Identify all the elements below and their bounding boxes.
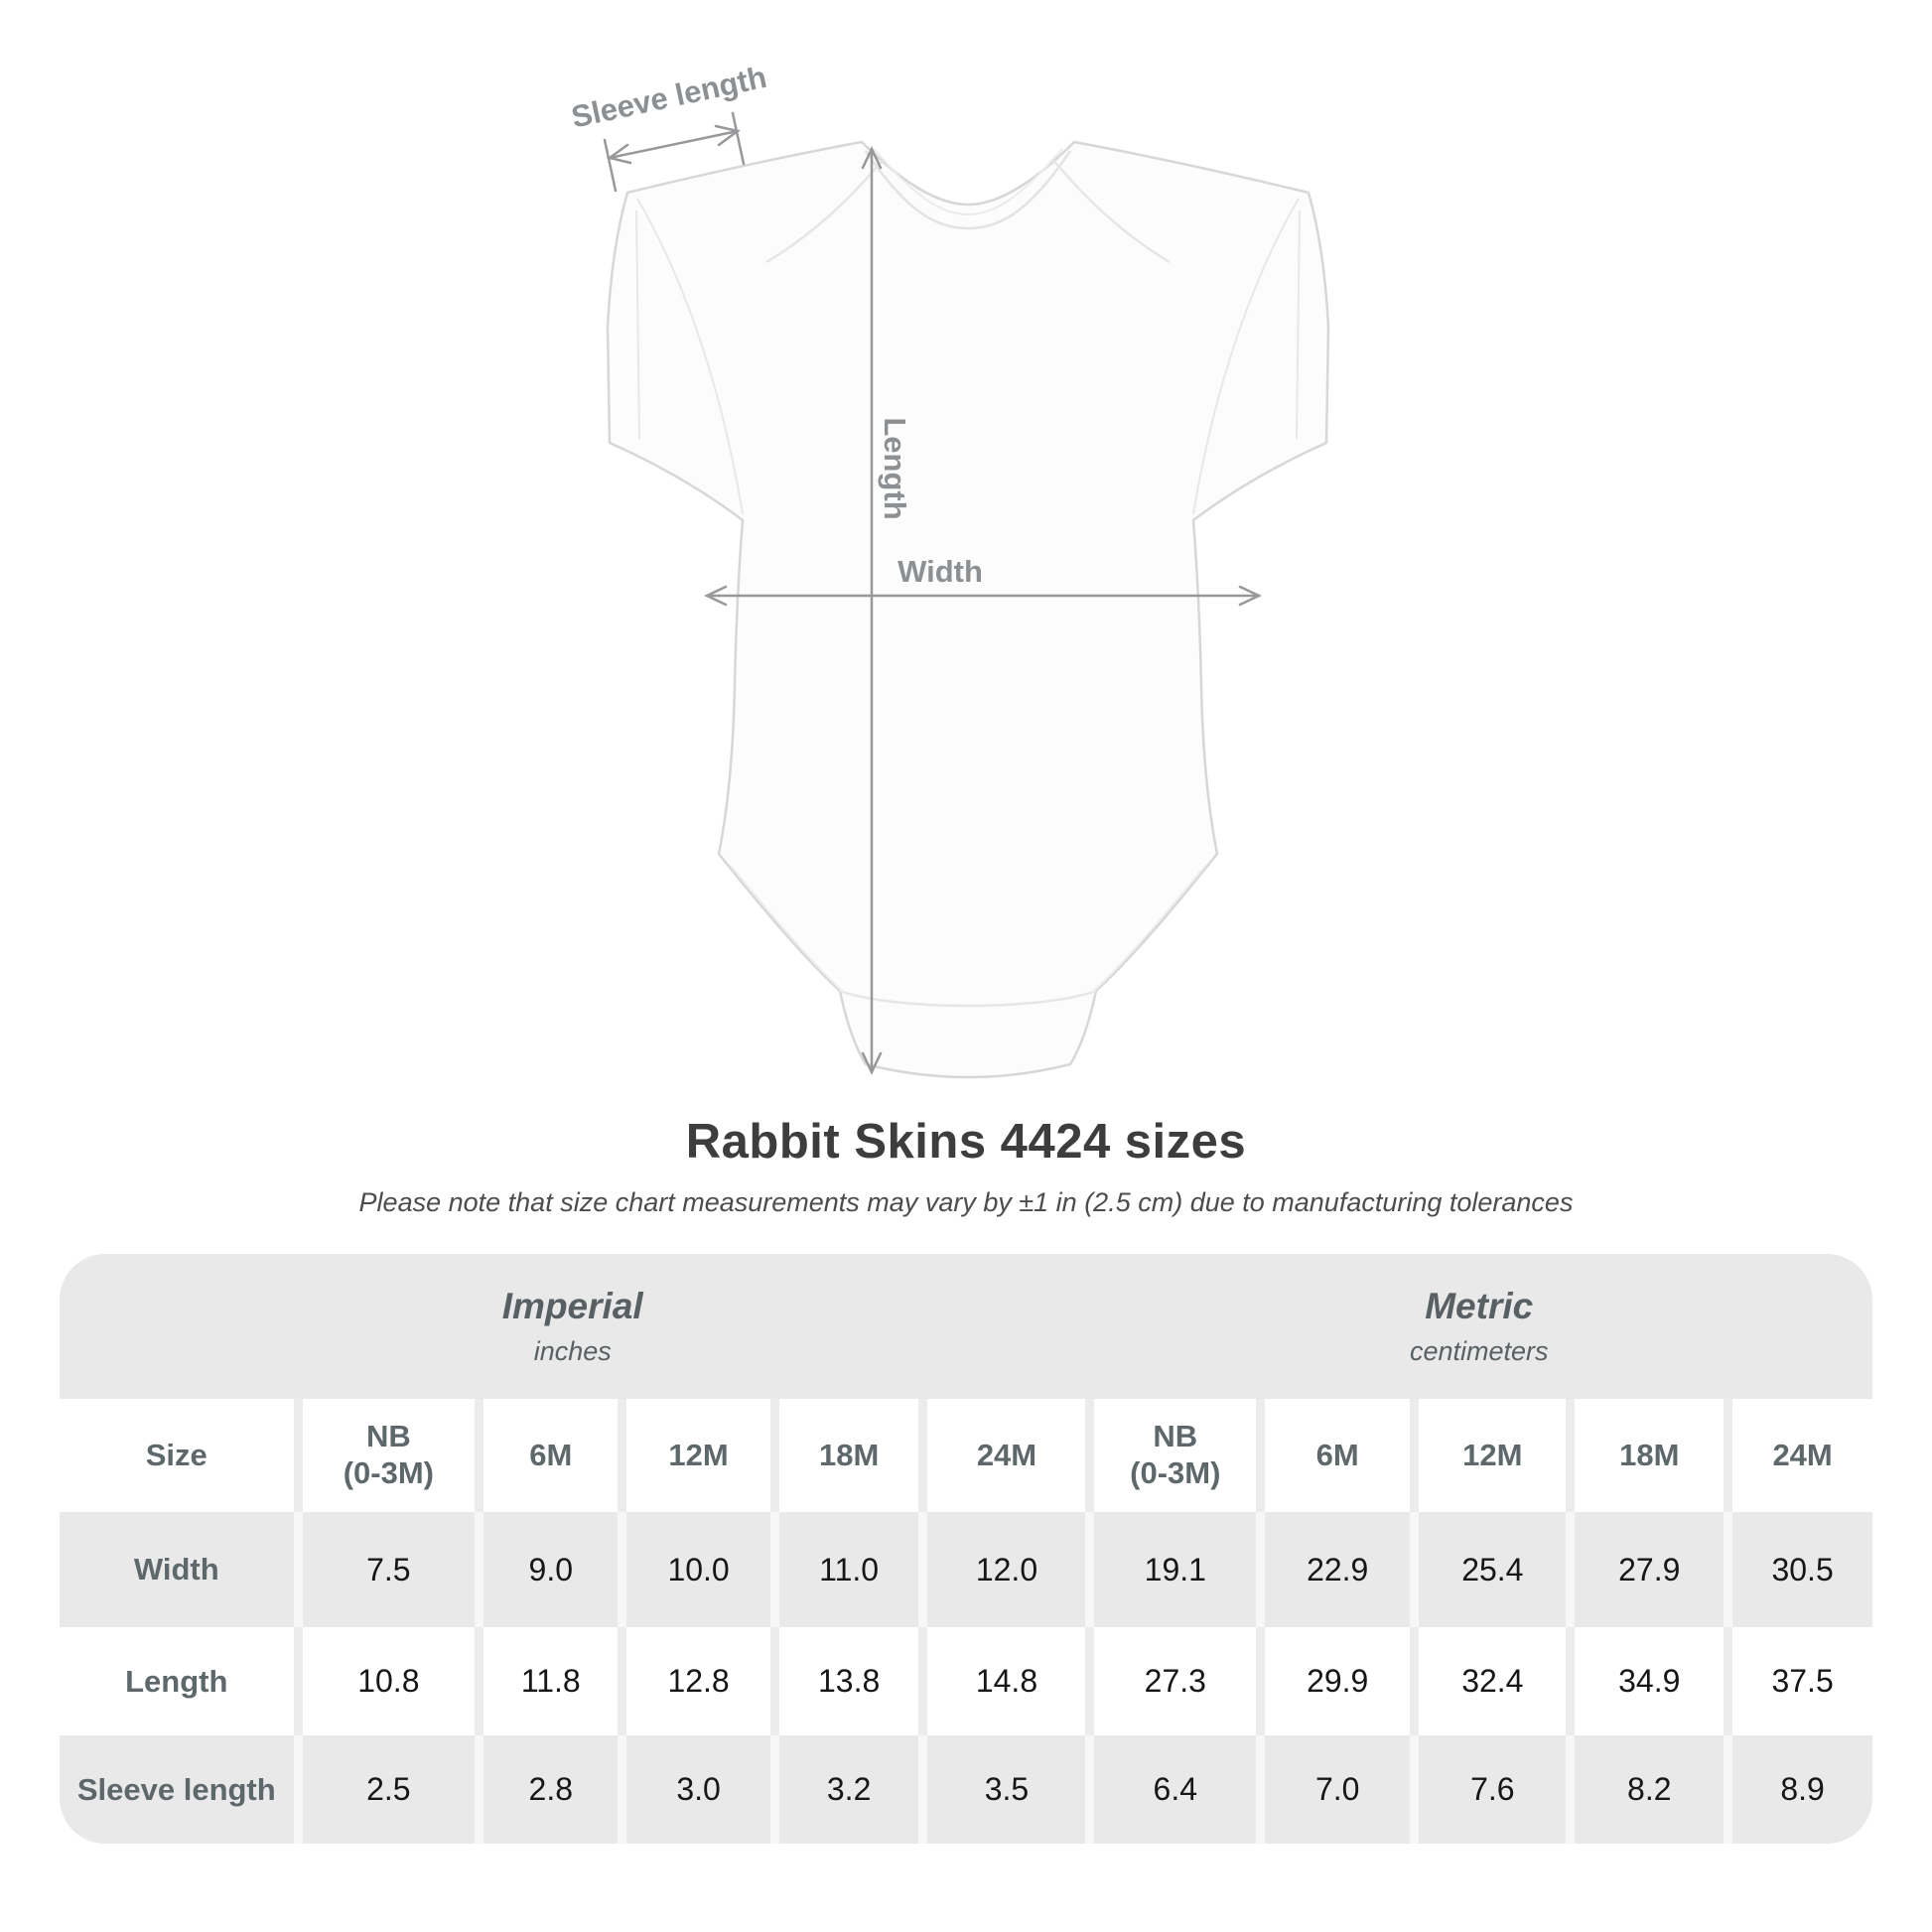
column-header-12m-imperial: 12M: [618, 1399, 770, 1512]
width-24m-metric: 30.5: [1724, 1512, 1872, 1627]
column-header-6m-metric: 6M: [1256, 1399, 1411, 1512]
sleeve-12m-metric: 7.6: [1410, 1735, 1567, 1844]
width-12m-metric: 25.4: [1410, 1512, 1567, 1627]
table-row-sleeve-length: Sleeve length 2.5 2.8 3.0 3.2 3.5 6.4 7.…: [60, 1735, 1872, 1844]
width-arrow: [704, 585, 1262, 607]
sleeve-18m-metric: 8.2: [1566, 1735, 1725, 1844]
imperial-label: Imperial: [501, 1286, 643, 1326]
sleeve-24m-imperial: 3.5: [918, 1735, 1086, 1844]
row-label-sleeve-length: Sleeve length: [60, 1735, 294, 1844]
column-header-18m-imperial: 18M: [769, 1399, 919, 1512]
onesie-sleeve-hem-left: [635, 209, 640, 440]
width-6m-imperial: 9.0: [475, 1512, 619, 1627]
imperial-unit: inches: [533, 1336, 612, 1366]
length-nb-metric: 27.3: [1085, 1627, 1257, 1735]
unit-group-imperial: Imperial inches: [60, 1254, 1086, 1399]
onesie-measurement-diagram: Sleeve length Length Width: [568, 60, 1330, 1079]
size-table-container: Imperial inches Metric centimeters Size …: [60, 1254, 1872, 1844]
onesie-lap-shoulder-left: [765, 158, 885, 264]
length-6m-metric: 29.9: [1256, 1627, 1411, 1735]
table-row-width: Width 7.5 9.0 10.0 11.0 12.0 19.1 22.9 2…: [60, 1512, 1872, 1627]
onesie-outline: [606, 140, 1330, 1079]
column-header-18m-metric: 18M: [1566, 1399, 1725, 1512]
sleeve-length-label: Sleeve length: [568, 60, 769, 135]
size-chart-heading: Rabbit Skins 4424 sizes Please note that…: [0, 1114, 1932, 1218]
onesie-garment: [606, 140, 1330, 1079]
sleeve-12m-imperial: 3.0: [618, 1735, 770, 1844]
onesie-armhole-right: [1192, 198, 1300, 515]
width-label: Width: [897, 554, 983, 589]
column-header-size: Size: [60, 1399, 294, 1512]
width-12m-imperial: 10.0: [618, 1512, 770, 1627]
tolerance-note: Please note that size chart measurements…: [358, 1187, 1574, 1217]
size-table: Imperial inches Metric centimeters Size …: [60, 1254, 1872, 1844]
width-18m-metric: 27.9: [1566, 1512, 1725, 1627]
column-header-24m-imperial: 24M: [918, 1399, 1086, 1512]
column-header-nb-metric: NB (0-3M): [1085, 1399, 1257, 1512]
column-header-row: Size NB (0-3M) 6M 12M 18M 24M NB (0-3M) …: [60, 1399, 1872, 1512]
onesie-leg-binding-right: [1091, 865, 1206, 994]
width-6m-metric: 22.9: [1256, 1512, 1411, 1627]
onesie-sleeve-hem-right: [1296, 209, 1301, 440]
length-12m-metric: 32.4: [1410, 1627, 1567, 1735]
unit-group-metric: Metric centimeters: [1085, 1254, 1872, 1399]
length-24m-metric: 37.5: [1724, 1627, 1872, 1735]
row-label-length: Length: [60, 1627, 294, 1735]
length-12m-imperial: 12.8: [618, 1627, 770, 1735]
width-nb-metric: 19.1: [1085, 1512, 1257, 1627]
unit-group-row: Imperial inches Metric centimeters: [60, 1254, 1872, 1399]
sleeve-18m-imperial: 3.2: [769, 1735, 919, 1844]
sleeve-nb-metric: 6.4: [1085, 1735, 1257, 1844]
column-header-nb-imperial: NB (0-3M): [293, 1399, 476, 1512]
length-24m-imperial: 14.8: [918, 1627, 1086, 1735]
metric-unit: centimeters: [1409, 1336, 1549, 1366]
onesie-neckband-rib: [873, 148, 1063, 216]
width-18m-imperial: 11.0: [769, 1512, 919, 1627]
metric-label: Metric: [1425, 1286, 1534, 1326]
sleeve-6m-metric: 7.0: [1256, 1735, 1411, 1844]
measurement-annotations: [603, 111, 1262, 1075]
column-header-12m-metric: 12M: [1410, 1399, 1567, 1512]
sleeve-24m-metric: 8.9: [1724, 1735, 1872, 1844]
onesie-armhole-left: [636, 198, 744, 515]
onesie-lap-shoulder-right: [1051, 158, 1171, 264]
length-nb-imperial: 10.8: [293, 1627, 476, 1735]
column-header-24m-metric: 24M: [1724, 1399, 1872, 1512]
table-row-length: Length 10.8 11.8 12.8 13.8 14.8 27.3 29.…: [60, 1627, 1872, 1735]
length-18m-imperial: 13.8: [769, 1627, 919, 1735]
length-6m-imperial: 11.8: [475, 1627, 619, 1735]
page-title: Rabbit Skins 4424 sizes: [685, 1115, 1247, 1169]
onesie-neckband-seam: [864, 150, 1072, 230]
sleeve-6m-imperial: 2.8: [475, 1735, 619, 1844]
onesie-flap-seam: [839, 989, 1097, 1008]
width-nb-imperial: 7.5: [293, 1512, 476, 1627]
product-diagram-section: Sleeve length Length Width: [568, 60, 1330, 1079]
length-18m-metric: 34.9: [1566, 1627, 1725, 1735]
width-24m-imperial: 12.0: [918, 1512, 1086, 1627]
length-arrow: [861, 146, 883, 1075]
sleeve-nb-imperial: 2.5: [293, 1735, 476, 1844]
sleeve-length-arrow: [603, 111, 746, 193]
column-header-6m-imperial: 6M: [475, 1399, 619, 1512]
onesie-leg-binding-left: [730, 865, 845, 994]
length-label: Length: [878, 417, 912, 519]
row-label-width: Width: [60, 1512, 294, 1627]
